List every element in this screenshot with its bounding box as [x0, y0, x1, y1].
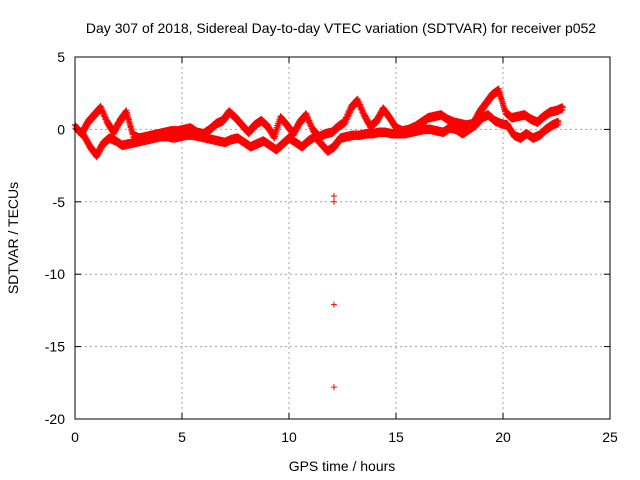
- data-point: [559, 104, 566, 111]
- outlier-point: [330, 301, 337, 308]
- outlier-point: [330, 198, 337, 205]
- plot-frame: [74, 56, 611, 420]
- outlier-point: [330, 384, 337, 391]
- y-tick-label: -15: [45, 339, 65, 355]
- x-tick-label: 25: [602, 429, 618, 445]
- x-tick-label: 20: [495, 429, 511, 445]
- y-tick-label: -5: [53, 194, 66, 210]
- y-tick-label: -10: [45, 266, 65, 282]
- x-axis-title: GPS time / hours: [289, 458, 396, 474]
- label-layer: 0 5 10 15 20 25 5 0 -5 -10 -15 -20: [45, 49, 618, 445]
- tick-layer: [74, 56, 611, 420]
- data-layer: [72, 85, 566, 391]
- outlier-point: [330, 193, 337, 200]
- x-tick-label: 15: [388, 429, 404, 445]
- y-axis-title: SDTVAR / TECUs: [5, 182, 21, 294]
- x-tick-label: 5: [178, 429, 186, 445]
- y-tick-label: -20: [45, 411, 65, 427]
- data-point: [555, 119, 562, 126]
- y-tick-label: 5: [57, 49, 65, 65]
- chart-title: Day 307 of 2018, Sidereal Day-to-day VTE…: [86, 20, 596, 36]
- grid-layer: [75, 57, 610, 419]
- x-tick-label: 10: [281, 429, 297, 445]
- y-tick-label: 0: [57, 121, 65, 137]
- x-tick-label: 0: [71, 429, 79, 445]
